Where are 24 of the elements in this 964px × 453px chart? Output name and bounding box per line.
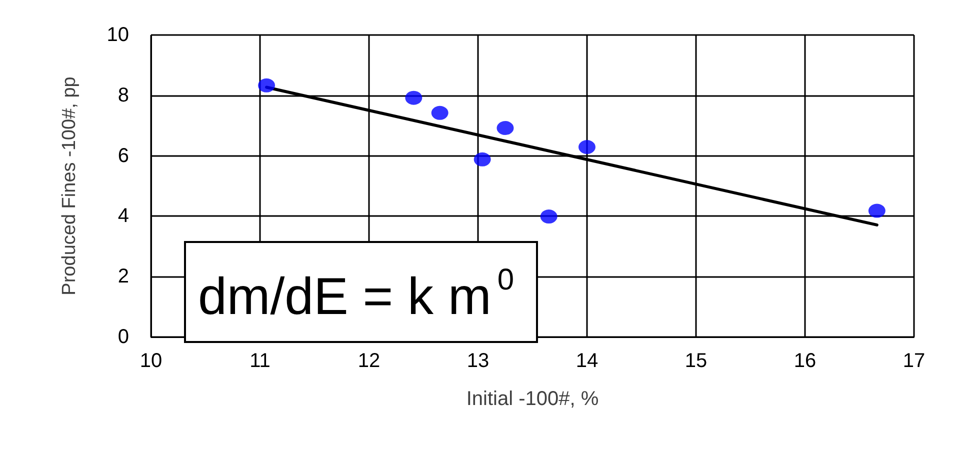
x-tick-label: 10 (140, 350, 162, 372)
x-axis-title: Initial -100#, % (466, 388, 599, 410)
y-tick-label: 0 (118, 326, 129, 348)
point (496, 121, 514, 136)
x-tick-label: 17 (902, 350, 926, 372)
point (474, 152, 491, 166)
y-tick-label: 10 (106, 24, 129, 46)
x-tick-label: 12 (358, 350, 380, 372)
point (431, 106, 448, 120)
x-tick-label: 14 (576, 350, 598, 372)
x-tick-label: 11 (250, 350, 270, 372)
x-tick-label: 15 (684, 350, 708, 372)
point (868, 204, 886, 218)
point (405, 90, 422, 105)
y-tick-label: 8 (118, 84, 129, 106)
y-tick-label: 2 (118, 266, 129, 288)
y-axis-title: Produced Fines -100#, pp (59, 76, 80, 296)
point (578, 140, 596, 154)
y-tick-label: 6 (118, 144, 129, 167)
y-tick-label: 4 (118, 205, 129, 228)
x-tick-label: 16 (794, 350, 816, 372)
point (540, 210, 558, 224)
point (258, 78, 276, 92)
x-tick-label: 13 (466, 350, 490, 372)
